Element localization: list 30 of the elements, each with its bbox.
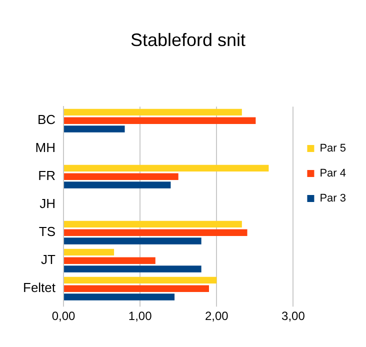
bar [64,108,242,116]
y-tick-label: Feltet [22,280,56,296]
y-tick-label: FR [38,168,56,184]
bar [64,229,248,236]
bar [64,173,178,180]
y-tick-label: BC [37,112,56,128]
bar [64,285,209,292]
x-tick-label: 3,00 [282,309,306,324]
y-tick-label: JT [41,252,56,268]
bar [64,266,202,272]
bar [64,220,242,228]
bar [64,238,202,244]
x-tick-label: 2,00 [204,309,229,324]
bar [64,294,175,300]
bar [64,182,171,188]
bar [64,126,125,132]
y-tick-label: MH [35,140,56,156]
legend-label: Par 4 [320,168,346,180]
bar [64,117,256,124]
y-tick-label: JH [40,196,56,212]
bar [64,257,156,264]
x-tick-label: 0,00 [52,309,76,324]
chart-title: Stableford snit [130,30,246,50]
legend-label: Par 5 [320,142,346,155]
x-tick-label: 1,00 [128,309,152,324]
y-tick-label: TS [38,224,56,240]
legend-label: Par 3 [320,192,346,205]
bar [64,164,269,172]
bar [64,248,114,256]
bar [64,276,217,284]
